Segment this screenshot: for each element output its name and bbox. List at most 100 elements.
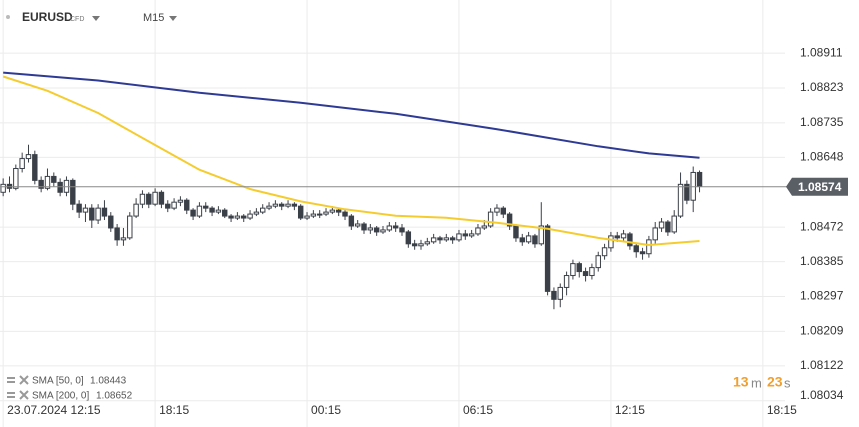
legend-icon[interactable] [7,396,15,398]
countdown-unit: m [751,375,762,390]
candle-body [563,275,570,288]
candle-body [127,215,133,239]
candle-body [696,171,703,187]
candle-body [310,213,317,217]
candle-body [430,237,437,243]
candle-body [203,205,209,209]
y-tick-label: 1.08034 [800,388,844,402]
candle-body [133,203,139,217]
legend-icon[interactable] [7,381,15,383]
legend-remove[interactable] [19,375,29,385]
countdown-unit: s [784,375,791,390]
candle-body [399,227,405,233]
candle-body [272,203,279,207]
symbol[interactable]: EURUSD [22,10,73,24]
candle-body [405,231,412,245]
candle-body [354,223,361,227]
candle-body [215,209,222,213]
y-tick-label: 1.08297 [800,289,844,303]
legend-name: SMA [200, 0] [32,391,89,402]
candle-body [101,207,108,217]
candle-body [500,207,507,215]
y-tick-label: 1.08209 [800,324,844,338]
candle-body [671,215,677,233]
countdown-minutes: 13 [733,374,749,390]
candle-body [639,251,646,255]
candle-body [449,237,456,241]
timeframe-dropdown[interactable] [169,16,177,21]
candle-body [684,183,690,201]
candle-body [411,243,418,247]
candle-body [297,205,304,219]
candle-body [158,191,165,205]
legend-value: 1.08652 [96,391,133,402]
legend-remove[interactable] [19,390,29,400]
candle-body [506,213,513,227]
candle-body [38,179,44,189]
instrument-type: CFD [70,16,84,23]
candle-body [95,207,101,221]
x-tick-label: 18:15 [159,403,189,417]
y-tick-label: 1.08385 [800,254,844,268]
candle-body [76,203,82,213]
candle-body [468,233,475,237]
candle-body [361,223,367,231]
candle-body [51,175,57,183]
candle-body [57,181,63,193]
candle-body [70,179,76,205]
candle-body [538,225,544,245]
candle-body [171,201,177,209]
candle-body [25,154,32,160]
candle-body [373,227,380,233]
candle-body [241,215,247,219]
candle-body [481,225,488,229]
x-tick-label: 18:15 [767,403,797,417]
candle-body [589,267,595,277]
candle-body [209,207,215,213]
candle-body [196,205,203,217]
candle-body [462,233,469,237]
candle-body [228,215,234,219]
timeframe[interactable]: M15 [143,12,164,24]
candle-body [582,271,589,277]
candle-body [329,209,336,213]
candle-body [222,209,228,217]
candle-body [557,286,563,300]
countdown-seconds: 23 [767,374,783,390]
y-tick-label: 1.08735 [800,115,844,129]
candle-body [570,263,576,277]
legend-icon[interactable] [7,377,15,379]
candle-body [519,237,525,243]
legend-name: SMA [50, 0] [32,376,84,387]
candle-body [487,211,494,227]
candle-body [278,203,285,207]
candle-body [139,193,146,205]
candle-body [608,235,614,249]
candle-body [304,215,310,219]
candle-body [652,227,658,241]
candle-body [418,243,424,247]
legend-icon[interactable] [7,392,15,394]
candle-body [494,207,500,213]
candle-body [348,215,355,227]
candle-body [190,209,196,217]
candle-body [285,203,291,207]
candle-body [633,245,639,253]
candle-body [392,225,399,229]
candle-body [44,175,51,189]
candle-body [620,233,627,239]
candle-body [165,203,171,209]
y-tick-label: 1.08122 [800,358,844,372]
candle-body [544,225,551,292]
candle-body [551,290,557,300]
candle-body [247,213,253,219]
symbol-dropdown[interactable] [92,16,100,21]
candle-body [260,207,266,213]
candle-body [0,183,6,193]
candle-body [342,211,348,217]
candle-body [437,237,443,241]
y-tick-label: 1.08911 [800,45,843,59]
candle-body [13,167,19,189]
candle-body [323,211,329,215]
candle-body [253,211,260,215]
